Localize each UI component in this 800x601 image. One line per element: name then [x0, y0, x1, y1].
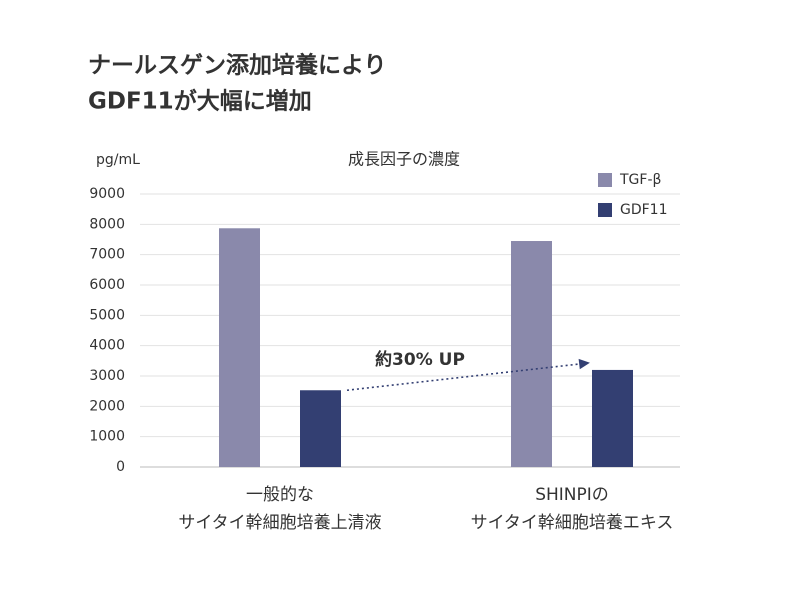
y-tick-label: 4000 [89, 338, 125, 354]
bar [511, 241, 552, 467]
y-tick-label: 6000 [89, 277, 125, 293]
chart-title: ナールスゲン添加培養により [88, 52, 387, 79]
y-tick-label: 9000 [89, 186, 125, 202]
x-tick-label: サイタイ幹細胞培養エキス [471, 512, 674, 533]
chart-title: GDF11が大幅に増加 [88, 88, 312, 115]
legend-swatch [598, 203, 612, 217]
y-tick-label: 2000 [89, 398, 125, 414]
y-tick-label: 5000 [89, 307, 125, 323]
annotation: 約30% UP [375, 349, 465, 370]
y-tick-label: 7000 [89, 247, 125, 263]
x-tick-label: サイタイ幹細胞培養上清液 [178, 512, 381, 533]
y-tick-label: 3000 [89, 368, 125, 384]
chart-subtitle: 成長因子の濃度 [348, 150, 460, 169]
bar [219, 228, 260, 467]
annotation-arrow [346, 363, 581, 392]
y-tick-label: 0 [116, 459, 125, 475]
legend-label: GDF11 [620, 202, 668, 218]
legend-swatch [598, 173, 612, 187]
bar [592, 369, 633, 467]
x-tick-label: SHINPIの [535, 485, 609, 505]
x-tick-label: 一般的な [246, 485, 314, 505]
bar [300, 390, 341, 467]
y-tick-label: 8000 [89, 216, 125, 232]
y-axis-label: pg/mL [96, 152, 140, 168]
legend-label: TGF-β [619, 172, 661, 188]
annotation-arrowhead [578, 358, 590, 370]
y-tick-label: 1000 [89, 429, 125, 445]
